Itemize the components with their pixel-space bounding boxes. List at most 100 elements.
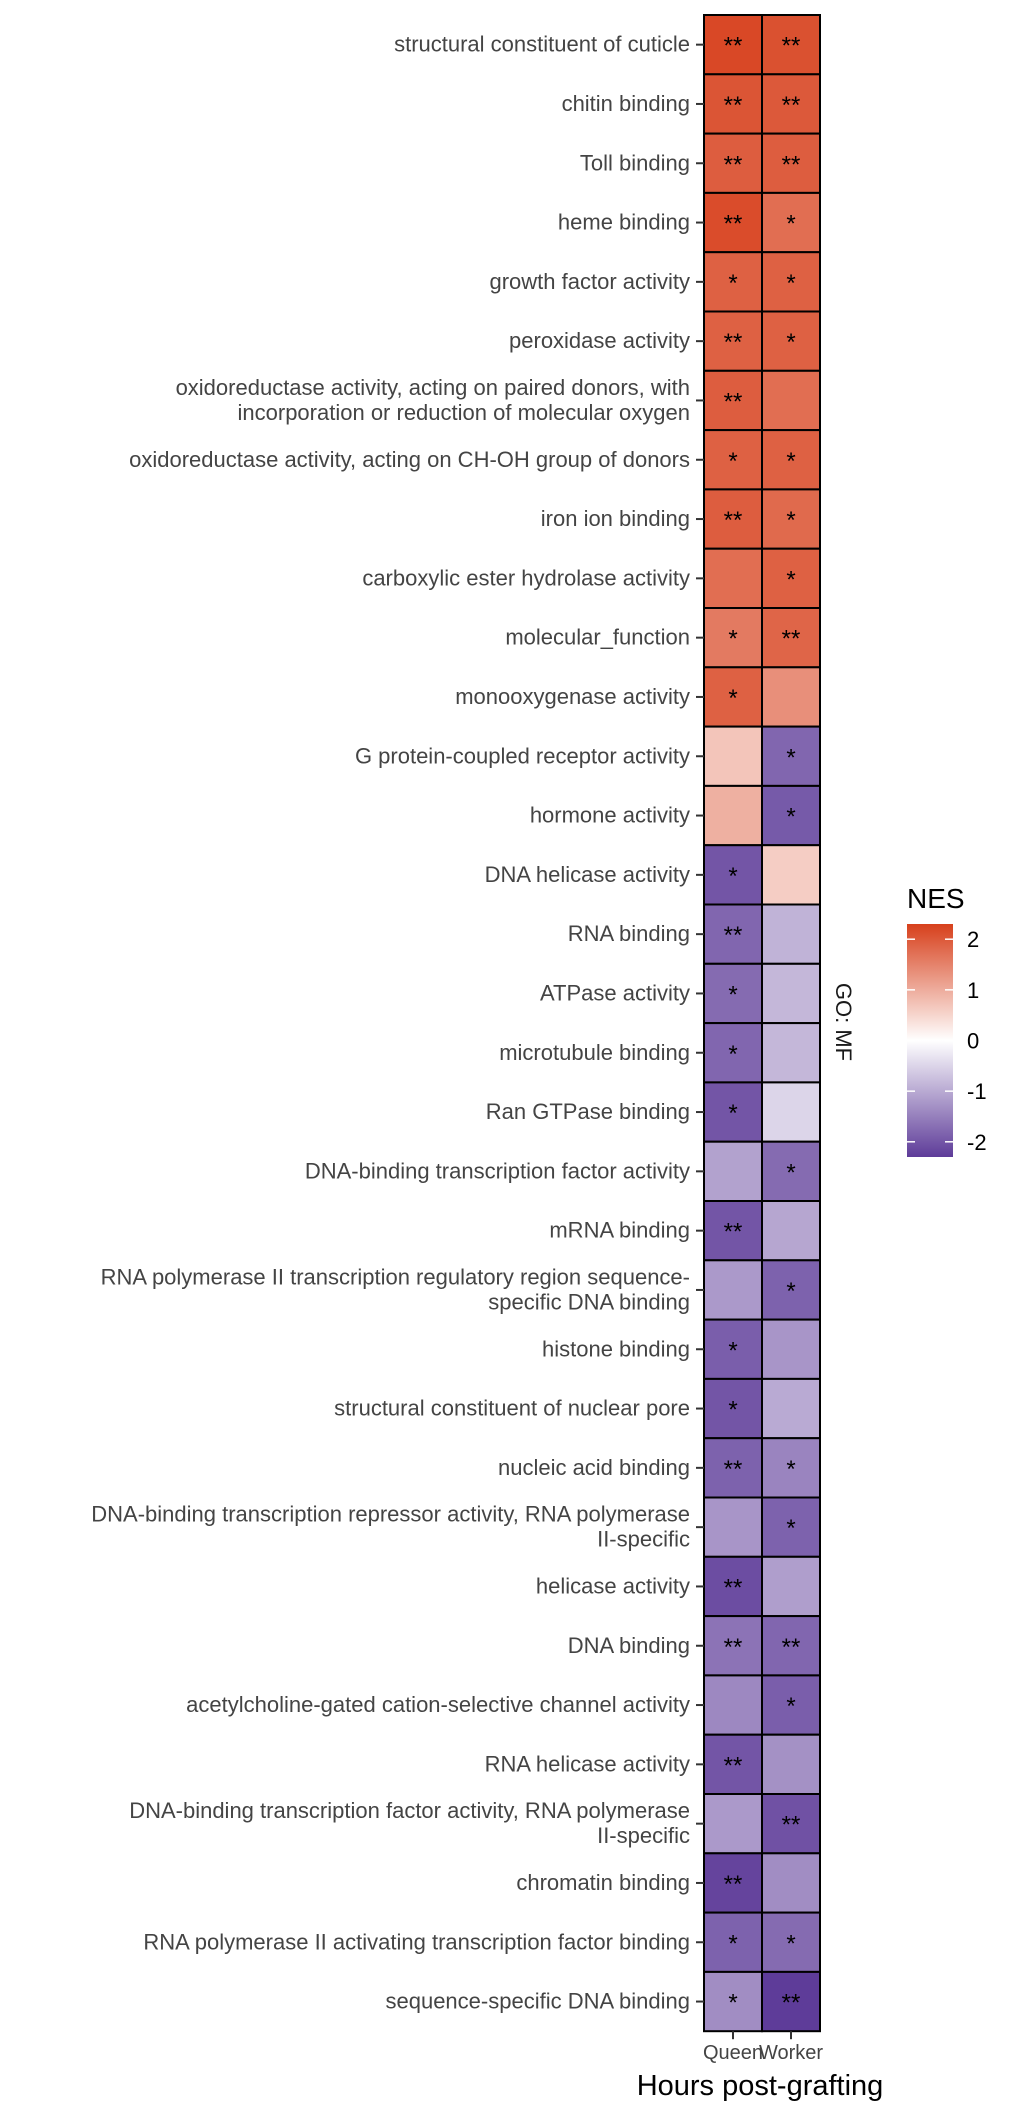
x-tick-label: Worker	[759, 2042, 823, 2064]
heatmap-cell	[703, 1259, 763, 1321]
significance-label: **	[724, 33, 743, 60]
row-label: carboxylic ester hydrolase activity	[362, 565, 690, 590]
row-label: RNA polymerase II activating transcripti…	[143, 1929, 690, 1954]
heatmap-cell	[761, 1318, 821, 1380]
heatmap-cell	[761, 1793, 821, 1855]
significance-label: *	[728, 981, 737, 1008]
legend-tick-label: 1	[967, 978, 979, 1003]
significance-label: **	[724, 1456, 743, 1483]
heatmap-cell	[761, 547, 821, 610]
heatmap-cell	[761, 666, 821, 728]
x-axis-title: Hours post-grafting	[637, 2070, 884, 2102]
row-label: acetylcholine-gated cation-selective cha…	[186, 1692, 690, 1717]
row-label: microtubule binding	[499, 1040, 690, 1065]
row-label: growth factor activity	[489, 269, 690, 294]
row-label: G protein-coupled receptor activity	[355, 743, 690, 768]
heatmap-cell	[761, 903, 821, 965]
heatmap-cell	[703, 1140, 763, 1202]
row-label: Ran GTPase binding	[486, 1099, 690, 1124]
heatmap-cell	[761, 251, 821, 313]
significance-label: *	[728, 270, 737, 297]
significance-label: *	[728, 685, 737, 712]
row-label: sequence-specific DNA binding	[385, 1989, 690, 2014]
significance-label: *	[786, 1159, 795, 1186]
heatmap-cell	[761, 962, 821, 1025]
heatmap-cell	[703, 784, 763, 847]
significance-label: **	[724, 1219, 743, 1246]
significance-label: *	[728, 1041, 737, 1068]
significance-label: *	[786, 1515, 795, 1542]
significance-label: *	[786, 1693, 795, 1720]
significance-label: **	[782, 1634, 801, 1661]
significance-label: *	[728, 863, 737, 890]
legend-tick-label: 2	[967, 927, 979, 952]
significance-label: *	[728, 1990, 737, 2017]
row-label: II-specific	[597, 1823, 690, 1848]
heatmap-cell	[761, 1259, 821, 1321]
heatmap-cell	[761, 1970, 821, 2033]
row-label: DNA helicase activity	[485, 862, 690, 887]
significance-label: **	[724, 922, 743, 949]
significance-label: *	[786, 1930, 795, 1957]
heatmap-cell	[761, 132, 821, 194]
significance-label: **	[724, 329, 743, 356]
row-label: RNA binding	[568, 921, 690, 946]
heatmap-cell	[761, 1496, 821, 1558]
row-label: DNA-binding transcription repressor acti…	[91, 1502, 690, 1527]
color-legend: NES 2 1 0 -1 -2	[907, 883, 987, 1157]
heatmap-cell	[703, 429, 763, 491]
heatmap-cell	[761, 1911, 821, 1973]
significance-label: *	[786, 1278, 795, 1305]
row-label: incorporation or reduction of molecular …	[238, 400, 690, 425]
heatmap-cell	[703, 1496, 763, 1558]
row-label: Toll binding	[580, 150, 690, 175]
significance-label: *	[728, 1930, 737, 1957]
heatmap-cell	[761, 1022, 821, 1084]
heatmap-cell	[761, 1200, 821, 1262]
row-label: peroxidase activity	[509, 328, 690, 353]
significance-label: *	[786, 1456, 795, 1483]
heatmap-cell	[761, 1555, 821, 1618]
heatmap-cell	[761, 1733, 821, 1795]
significance-label: **	[782, 1990, 801, 2017]
significance-label: *	[786, 211, 795, 238]
row-label: oxidoreductase activity, acting on paire…	[176, 375, 690, 400]
heatmap-cell	[703, 1555, 763, 1618]
row-label: II-specific	[597, 1527, 690, 1552]
legend-ticks: 2 1 0 -1 -2	[907, 927, 987, 1155]
x-tick-label: Queen	[703, 2042, 763, 2064]
row-label: heme binding	[558, 210, 690, 235]
significance-label: **	[724, 507, 743, 534]
heatmap-cell	[761, 725, 821, 787]
row-label: histone binding	[542, 1336, 690, 1361]
significance-label: **	[724, 211, 743, 238]
heatmap-grid: ** **** **** **** ** *** **** *** *** ***********…	[703, 14, 821, 2033]
heatmap-cell	[703, 1674, 763, 1736]
row-label: oxidoreductase activity, acting on CH-OH…	[129, 447, 690, 472]
row-label: DNA-binding transcription factor activit…	[129, 1798, 690, 1823]
significance-label: *	[728, 448, 737, 475]
significance-label: **	[724, 1752, 743, 1779]
heatmap-cell	[761, 1081, 821, 1143]
heatmap-cell	[703, 1793, 763, 1855]
row-label: specific DNA binding	[488, 1289, 690, 1314]
heatmap-cell	[703, 607, 763, 669]
heatmap-cell	[761, 607, 821, 669]
heatmap-cell	[703, 725, 763, 787]
facet-strip-label: GO: MF	[831, 983, 856, 1061]
heatmap-cell	[761, 73, 821, 135]
heatmap-cell	[761, 784, 821, 847]
row-label: DNA binding	[568, 1633, 690, 1658]
heatmap-cell	[703, 1970, 763, 2033]
legend-tick-label: -2	[967, 1130, 987, 1155]
row-label: hormone activity	[530, 803, 690, 828]
row-label: monooxygenase activity	[455, 684, 690, 709]
significance-label: **	[782, 33, 801, 60]
row-label: chromatin binding	[516, 1870, 690, 1895]
significance-label: **	[724, 92, 743, 119]
heatmap-cell	[761, 844, 821, 906]
row-label: nucleic acid binding	[498, 1455, 690, 1480]
significance-label: *	[786, 448, 795, 475]
heatmap-cell	[761, 369, 821, 432]
